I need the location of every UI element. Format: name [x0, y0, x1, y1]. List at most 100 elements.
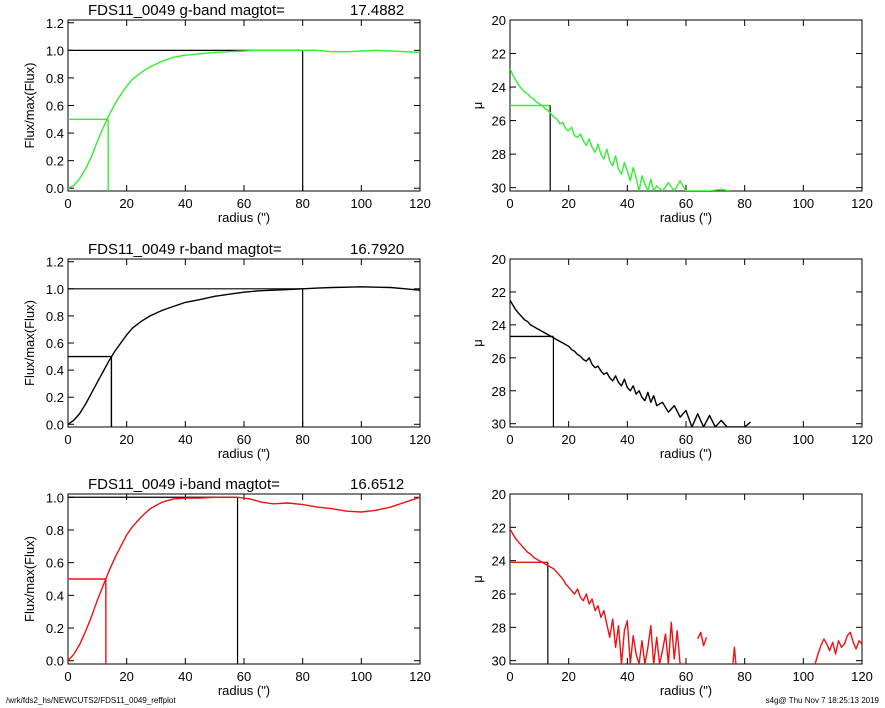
series-line [68, 496, 420, 662]
panel-r-growth: 0 20 40 60 80 100 120 0.0 0.2 0.4 0.6 0.8 1.0 1.2 radi… [22, 241, 431, 461]
series-line [68, 49, 420, 189]
y-tick-label: 22 [492, 285, 506, 300]
x-axis-label: radius (") [660, 446, 712, 461]
y-tick-label: 30 [492, 417, 506, 432]
x-tick-label: 40 [620, 669, 634, 684]
x-tick-label: 80 [295, 669, 309, 684]
y-tick-label: 26 [492, 587, 506, 602]
plot-frame [67, 19, 421, 192]
x-axis-label: radius (") [660, 683, 712, 698]
x-tick-label: 0 [64, 669, 71, 684]
x-tick-label: 80 [737, 432, 751, 447]
y-axis-label: Flux/max(Flux) [22, 300, 37, 386]
x-tick-label: 60 [237, 432, 251, 447]
y-tick-label: 0.0 [46, 417, 64, 432]
y-tick-label: 0.0 [46, 181, 64, 196]
x-tick-label: 100 [792, 669, 814, 684]
x-tick-label: 20 [119, 432, 133, 447]
panel-title-value: 17.4882 [350, 2, 404, 19]
x-tick-label: 20 [561, 432, 575, 447]
series-line [68, 286, 420, 425]
x-tick-label: 80 [295, 432, 309, 447]
x-tick-label: 60 [679, 669, 693, 684]
x-tick-label: 20 [561, 196, 575, 211]
y-tick-label: 20 [492, 252, 506, 267]
x-tick-label: 40 [178, 669, 192, 684]
y-tick-label: 24 [492, 318, 506, 333]
y-axis-label: Flux/max(Flux) [22, 63, 37, 149]
panel-g-growth: 0 20 40 60 80 100 120 0.0 0.2 0.4 0.6 0.8 1.0 1.2 radi… [22, 2, 431, 225]
y-tick-label: 0.8 [46, 309, 64, 324]
y-tick-label: 20 [492, 487, 506, 502]
y-tick-label: 0.4 [46, 126, 64, 141]
y-tick-label: 0.6 [46, 99, 64, 114]
x-tick-label: 0 [506, 669, 513, 684]
y-tick-label: 0.8 [46, 523, 64, 538]
y-tick-label: 24 [492, 554, 506, 569]
y-tick-label: 26 [492, 351, 506, 366]
plot-frame [509, 19, 863, 192]
series-line [510, 528, 686, 664]
x-tick-label: 120 [409, 432, 431, 447]
x-tick-label: 100 [792, 196, 814, 211]
series-line [814, 631, 862, 664]
y-tick-label: 28 [492, 384, 506, 399]
series-line [697, 631, 708, 647]
y-tick-label: 1.2 [46, 16, 64, 31]
x-tick-label: 100 [350, 432, 372, 447]
y-axis-label: Flux/max(Flux) [22, 536, 37, 622]
y-axis-label: μ [470, 575, 485, 583]
x-tick-label: 0 [64, 196, 71, 211]
y-tick-label: 0.2 [46, 154, 64, 169]
y-axis-label: μ [470, 102, 485, 110]
y-tick-label: 22 [492, 520, 506, 535]
x-axis-label: radius (") [660, 210, 712, 225]
plot-frame [67, 493, 421, 665]
y-tick-label: 1.0 [46, 43, 64, 58]
y-tick-label: 28 [492, 147, 506, 162]
series-line [510, 68, 731, 191]
y-tick-label: 0.6 [46, 336, 64, 351]
x-tick-label: 100 [792, 432, 814, 447]
x-tick-label: 100 [350, 669, 372, 684]
x-axis-label: radius (") [218, 446, 270, 461]
x-tick-label: 20 [119, 669, 133, 684]
y-tick-label: 1.2 [46, 255, 64, 270]
x-tick-label: 0 [64, 432, 71, 447]
y-tick-label: 26 [492, 114, 506, 129]
panel-g-profile: 0 20 40 60 80 100 120 20 22 24 26 28 30 radius (") μ [470, 13, 873, 225]
x-tick-label: 40 [178, 196, 192, 211]
y-tick-label: 0.6 [46, 556, 64, 571]
panel-title: FDS11_0049 g-band magtot= [88, 2, 285, 19]
x-tick-label: 120 [409, 669, 431, 684]
y-tick-label: 0.4 [46, 588, 64, 603]
x-axis-label: radius (") [218, 210, 270, 225]
x-tick-label: 60 [237, 196, 251, 211]
x-tick-label: 0 [506, 196, 513, 211]
x-axis-label: radius (") [218, 683, 270, 698]
series-line [510, 299, 751, 427]
x-tick-label: 80 [737, 196, 751, 211]
panel-i-growth: 0 20 40 60 80 100 120 0.0 0.2 0.4 0.6 0.8 1.0 radius … [22, 476, 431, 698]
x-tick-label: 120 [409, 196, 431, 211]
panel-r-profile: 0 20 40 60 80 100 120 20 22 24 26 28 30 radius (") μ [470, 252, 873, 461]
x-tick-label: 40 [178, 432, 192, 447]
panel-title: FDS11_0049 r-band magtot= [88, 241, 282, 258]
y-tick-label: 20 [492, 13, 506, 28]
y-tick-label: 30 [492, 181, 506, 196]
footer-left: /wrk/fds2_hs/NEWCUTS2/FDS11_0049_reffplo… [6, 696, 176, 705]
x-tick-label: 20 [561, 669, 575, 684]
x-tick-label: 40 [620, 432, 634, 447]
y-tick-label: 28 [492, 620, 506, 635]
y-tick-label: 1.0 [46, 490, 64, 505]
panel-title-value: 16.6512 [350, 476, 404, 493]
x-tick-label: 120 [851, 432, 873, 447]
x-tick-label: 80 [295, 196, 309, 211]
x-tick-label: 80 [737, 669, 751, 684]
panel-title-value: 16.7920 [350, 241, 404, 258]
x-tick-label: 100 [350, 196, 372, 211]
series-line [732, 646, 737, 664]
x-tick-label: 60 [679, 196, 693, 211]
y-tick-label: 0.2 [46, 621, 64, 636]
